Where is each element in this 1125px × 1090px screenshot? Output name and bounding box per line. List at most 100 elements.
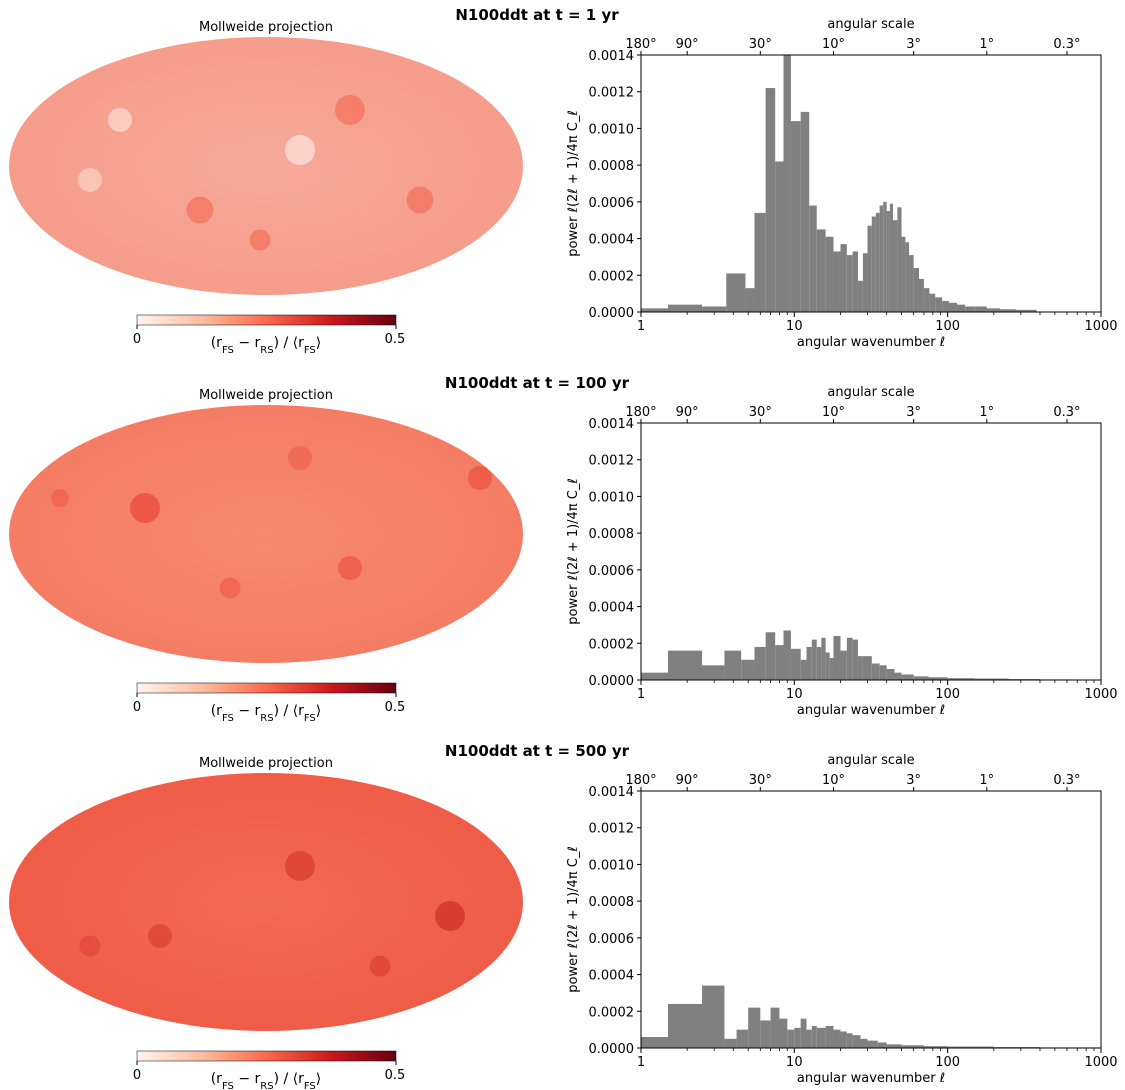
top-tick-label: 3° bbox=[906, 773, 921, 788]
mollweide-map bbox=[9, 773, 523, 1031]
top-tick-label: 10° bbox=[822, 37, 845, 52]
spectrum-bar bbox=[800, 111, 810, 313]
x-tick-label: 1000 bbox=[1084, 1055, 1117, 1070]
y-tick-label: 0.0010 bbox=[589, 122, 635, 137]
spectrum-bar bbox=[852, 251, 858, 312]
spectrum-bar bbox=[913, 676, 929, 680]
y-tick-label: 0.0002 bbox=[589, 269, 635, 284]
spectrum-bar bbox=[821, 637, 826, 680]
spectrum-bar bbox=[825, 1025, 834, 1048]
top-axis-label: angular scale bbox=[827, 753, 914, 768]
spectrum-bar bbox=[942, 300, 949, 312]
spectrum-bar bbox=[974, 678, 1009, 680]
spectrum-bar bbox=[840, 244, 847, 312]
spectrum-bar bbox=[923, 288, 930, 312]
spectrum-bar bbox=[668, 1003, 703, 1048]
map-texture bbox=[51, 489, 69, 507]
map-texture bbox=[285, 135, 315, 165]
spectrum-bar bbox=[956, 304, 966, 312]
top-axis-label: angular scale bbox=[827, 17, 914, 32]
spectrum-bar bbox=[748, 1007, 761, 1048]
colorbar bbox=[136, 314, 397, 326]
map-texture bbox=[78, 168, 102, 192]
map-texture bbox=[369, 955, 391, 977]
map-texture bbox=[335, 95, 365, 125]
plot-frame bbox=[640, 790, 1102, 1049]
map-texture bbox=[249, 229, 271, 251]
spectrum-bar bbox=[641, 672, 669, 680]
y-tick-label: 0.0008 bbox=[589, 895, 635, 910]
colorbar-max-label: 0.5 bbox=[385, 1068, 406, 1083]
y-axis-label: power ℓ(2ℓ + 1)/4π C_ℓ bbox=[566, 478, 581, 624]
top-tick-label: 180° bbox=[625, 773, 656, 788]
spectrum-bar bbox=[918, 278, 924, 312]
spectrum-bar bbox=[1016, 309, 1037, 312]
x-tick-label: 1 bbox=[637, 319, 645, 334]
spectrum-bar bbox=[754, 646, 766, 680]
top-tick-label: 30° bbox=[749, 37, 772, 52]
y-tick-label: 0.0004 bbox=[589, 601, 635, 616]
spectrum-bar bbox=[800, 659, 807, 680]
y-axis-label: power ℓ(2ℓ + 1)/4π C_ℓ bbox=[566, 846, 581, 992]
spectrum-bar bbox=[775, 161, 784, 312]
spectrum-bar bbox=[783, 630, 791, 680]
y-tick-label: 0.0006 bbox=[589, 932, 635, 947]
spectrum-bar bbox=[867, 1040, 878, 1048]
spectrum-bar bbox=[883, 201, 887, 312]
map-texture bbox=[79, 935, 101, 957]
spectrum-bar bbox=[846, 637, 853, 680]
x-axis-label: angular wavenumber ℓ bbox=[797, 703, 945, 718]
panel-row-1: N100ddt at t = 1 yr Mollweide projection 0… bbox=[9, 6, 1118, 356]
spectrum-bar bbox=[879, 205, 884, 312]
spectrum-bar bbox=[928, 677, 948, 680]
spectrum-bar bbox=[790, 648, 801, 680]
y-tick-label: 0.0010 bbox=[589, 858, 635, 873]
top-tick-label: 1° bbox=[979, 405, 994, 420]
x-tick-label: 10 bbox=[786, 319, 803, 334]
top-tick-label: 180° bbox=[625, 405, 656, 420]
x-tick-label: 10 bbox=[786, 687, 803, 702]
spectrum-bar bbox=[857, 656, 863, 680]
spectrum-bar bbox=[852, 639, 858, 680]
spectrum-bar bbox=[702, 306, 727, 312]
y-tick-label: 0.0000 bbox=[589, 674, 635, 689]
y-tick-label: 0.0004 bbox=[589, 969, 635, 984]
x-axis-label: angular wavenumber ℓ bbox=[797, 335, 945, 350]
spectrum-bar bbox=[986, 308, 1001, 312]
y-axis-label: power ℓ(2ℓ + 1)/4π C_ℓ bbox=[566, 110, 581, 256]
spectrum-bar bbox=[862, 253, 868, 312]
x-tick-label: 10 bbox=[786, 1055, 803, 1070]
y-tick-label: 0.0004 bbox=[589, 233, 635, 248]
map-title: Mollweide projection bbox=[199, 388, 333, 403]
spectrum-bar bbox=[935, 297, 943, 312]
spectrum-bar bbox=[668, 304, 703, 312]
x-axis-label: angular wavenumber ℓ bbox=[797, 1071, 945, 1086]
spectrum-bar bbox=[879, 665, 887, 680]
y-tick-label: 0.0010 bbox=[589, 490, 635, 505]
top-tick-label: 90° bbox=[676, 773, 699, 788]
spectrum-bar bbox=[948, 302, 957, 312]
spectrum-bar bbox=[816, 646, 822, 680]
spectrum-bar bbox=[726, 273, 746, 312]
spectrum-bar bbox=[947, 1046, 994, 1048]
spectrum-bar bbox=[1000, 309, 1017, 312]
x-tick-label: 100 bbox=[935, 1055, 960, 1070]
row-title: N100ddt at t = 100 yr bbox=[445, 374, 630, 392]
top-tick-label: 180° bbox=[625, 37, 656, 52]
mollweide-map bbox=[9, 405, 523, 663]
spectrum-bar bbox=[668, 650, 703, 680]
mollweide-map bbox=[9, 37, 523, 295]
colorbar bbox=[136, 682, 397, 694]
spectrum-bar bbox=[894, 672, 902, 680]
spectrum-bar bbox=[724, 650, 742, 680]
x-tick-label: 100 bbox=[935, 319, 960, 334]
top-tick-label: 3° bbox=[906, 405, 921, 420]
spectrum-bar bbox=[857, 280, 863, 312]
map-texture bbox=[108, 108, 132, 132]
spectrum-bar bbox=[790, 121, 801, 312]
spectrum-bar bbox=[909, 255, 914, 312]
colorbar-min-label: 0 bbox=[133, 332, 141, 347]
top-tick-label: 10° bbox=[822, 405, 845, 420]
top-tick-label: 10° bbox=[822, 773, 845, 788]
spectrum-bar bbox=[871, 663, 880, 680]
